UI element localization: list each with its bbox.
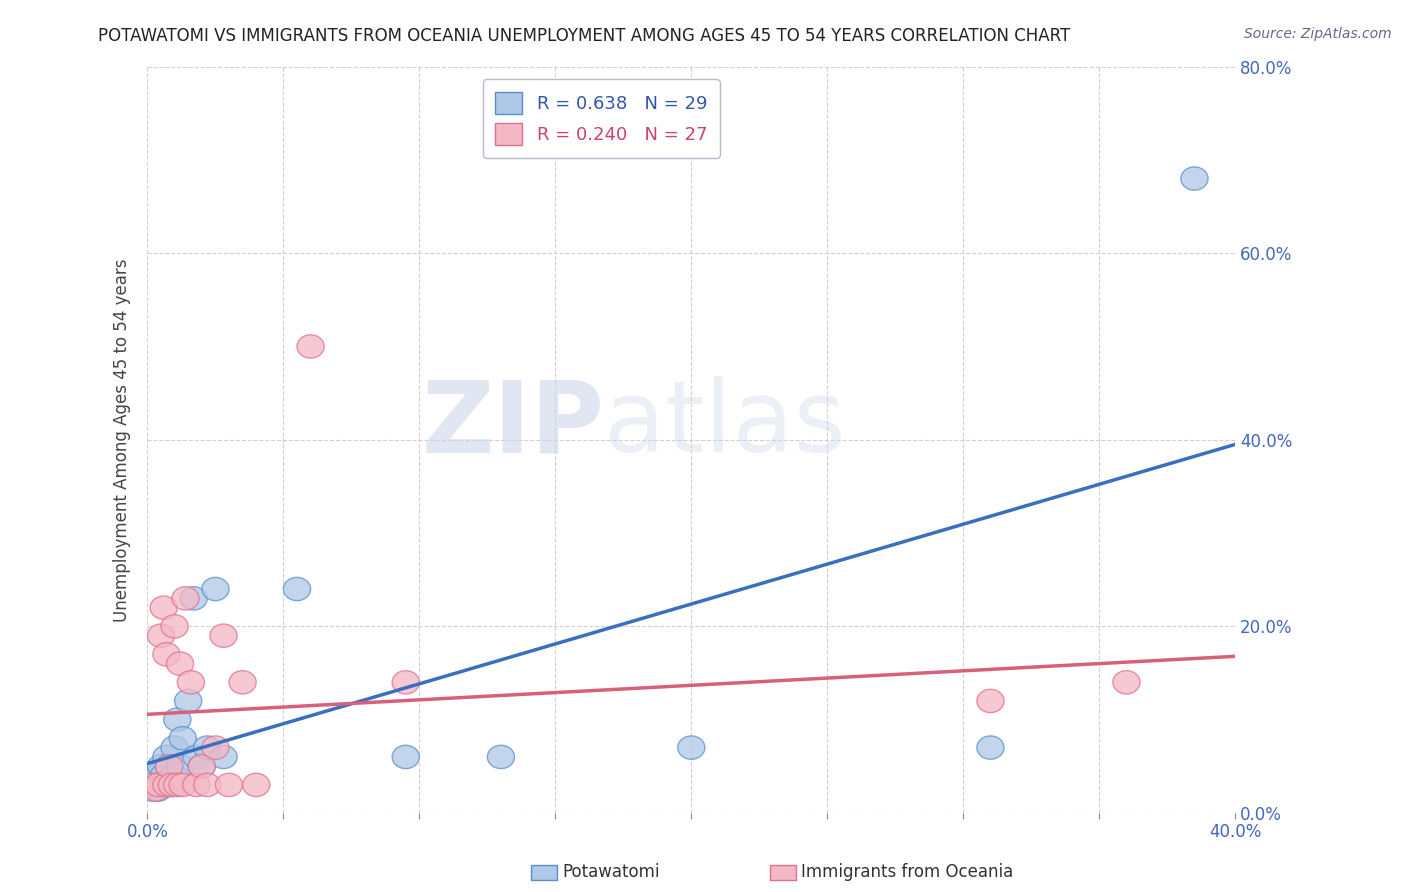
Ellipse shape (183, 773, 209, 797)
Ellipse shape (174, 690, 202, 713)
Ellipse shape (162, 764, 188, 788)
Ellipse shape (1112, 671, 1140, 694)
Ellipse shape (142, 773, 169, 797)
Ellipse shape (188, 755, 215, 778)
Ellipse shape (392, 746, 419, 769)
Ellipse shape (209, 746, 238, 769)
Ellipse shape (194, 736, 221, 759)
Ellipse shape (156, 755, 183, 778)
Text: ZIP: ZIP (422, 376, 605, 474)
Ellipse shape (139, 773, 166, 797)
Text: POTAWATOMI VS IMMIGRANTS FROM OCEANIA UNEMPLOYMENT AMONG AGES 45 TO 54 YEARS COR: POTAWATOMI VS IMMIGRANTS FROM OCEANIA UN… (98, 27, 1071, 45)
Ellipse shape (156, 755, 183, 778)
Ellipse shape (153, 773, 180, 797)
Ellipse shape (215, 773, 243, 797)
Text: atlas: atlas (605, 376, 846, 474)
Ellipse shape (153, 642, 180, 666)
Ellipse shape (188, 755, 215, 778)
Ellipse shape (1181, 167, 1208, 190)
Text: Potawatomi: Potawatomi (562, 863, 659, 881)
Ellipse shape (166, 652, 194, 675)
Ellipse shape (488, 746, 515, 769)
Ellipse shape (145, 764, 172, 788)
Text: Source: ZipAtlas.com: Source: ZipAtlas.com (1244, 27, 1392, 41)
Ellipse shape (142, 778, 169, 801)
Ellipse shape (150, 764, 177, 788)
Ellipse shape (202, 577, 229, 600)
Ellipse shape (150, 596, 177, 619)
Ellipse shape (139, 778, 166, 801)
Ellipse shape (169, 773, 197, 797)
Ellipse shape (148, 773, 174, 797)
Ellipse shape (194, 773, 221, 797)
Ellipse shape (297, 334, 325, 358)
Ellipse shape (243, 773, 270, 797)
Ellipse shape (166, 755, 194, 778)
Ellipse shape (177, 671, 204, 694)
Ellipse shape (148, 755, 174, 778)
Ellipse shape (180, 587, 207, 610)
Ellipse shape (153, 773, 180, 797)
Ellipse shape (159, 773, 186, 797)
Legend: R = 0.638   N = 29, R = 0.240   N = 27: R = 0.638 N = 29, R = 0.240 N = 27 (482, 79, 720, 158)
Ellipse shape (284, 577, 311, 600)
Ellipse shape (163, 708, 191, 731)
Ellipse shape (209, 624, 238, 648)
Ellipse shape (153, 746, 180, 769)
Ellipse shape (172, 587, 200, 610)
Ellipse shape (392, 671, 419, 694)
Ellipse shape (163, 773, 191, 797)
Ellipse shape (678, 736, 704, 759)
Ellipse shape (162, 736, 188, 759)
Ellipse shape (202, 736, 229, 759)
Ellipse shape (169, 727, 197, 750)
Ellipse shape (162, 615, 188, 638)
Ellipse shape (148, 624, 174, 648)
Ellipse shape (183, 746, 209, 769)
Ellipse shape (977, 736, 1004, 759)
Ellipse shape (977, 690, 1004, 713)
Ellipse shape (145, 778, 172, 801)
Y-axis label: Unemployment Among Ages 45 to 54 years: Unemployment Among Ages 45 to 54 years (114, 258, 131, 622)
Text: Immigrants from Oceania: Immigrants from Oceania (801, 863, 1014, 881)
Ellipse shape (159, 773, 186, 797)
Ellipse shape (229, 671, 256, 694)
Ellipse shape (145, 773, 172, 797)
